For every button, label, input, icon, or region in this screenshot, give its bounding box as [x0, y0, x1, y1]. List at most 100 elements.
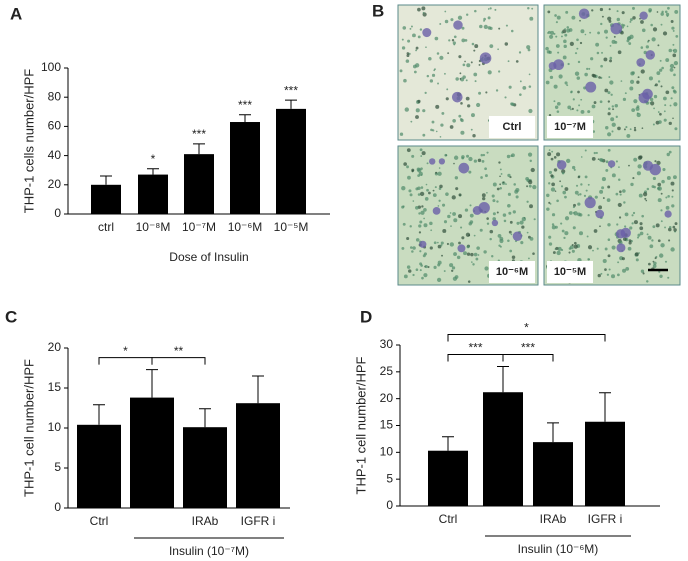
speckle	[606, 198, 611, 203]
label-box	[547, 261, 593, 283]
speckle	[661, 10, 664, 14]
y-tick-label: 25	[380, 364, 394, 378]
speckle	[549, 75, 554, 80]
speckle	[470, 113, 475, 118]
speckle	[509, 249, 513, 253]
speckle	[639, 231, 644, 236]
speckle	[419, 269, 422, 272]
speckle	[600, 64, 603, 68]
speckle	[642, 272, 645, 275]
speckle	[452, 41, 456, 45]
speckle	[574, 190, 579, 195]
speckle	[659, 253, 664, 258]
speckle	[418, 171, 423, 176]
speckle	[587, 183, 590, 186]
speckle	[654, 257, 657, 260]
speckle	[652, 123, 655, 126]
speckle	[638, 193, 643, 198]
speckle	[563, 44, 567, 49]
speckle	[448, 39, 451, 42]
speckle	[417, 35, 421, 39]
speckle	[608, 107, 611, 111]
speckle	[587, 214, 590, 217]
speckle	[576, 76, 581, 80]
speckle	[406, 54, 410, 58]
speckle	[569, 41, 574, 46]
y-tick-label: 10	[380, 445, 394, 459]
speckle	[624, 92, 627, 95]
speckle	[616, 10, 619, 13]
speckle	[528, 184, 532, 188]
speckle	[415, 205, 419, 210]
cell	[636, 58, 646, 67]
speckle	[487, 26, 492, 30]
x-tick-label: 10⁻⁷M	[182, 220, 216, 234]
speckle	[408, 189, 412, 193]
speckle	[551, 213, 556, 217]
speckle	[665, 205, 670, 210]
speckle	[645, 45, 649, 49]
speckle	[445, 97, 449, 101]
speckle	[607, 223, 611, 227]
speckle	[440, 123, 444, 127]
label-box	[489, 116, 535, 138]
speckle	[660, 220, 663, 223]
speckle	[660, 192, 663, 195]
speckle	[551, 225, 556, 230]
speckle	[481, 193, 486, 198]
speckle	[640, 269, 645, 273]
speckle	[432, 189, 435, 192]
cell	[428, 158, 436, 165]
speckle	[659, 274, 663, 278]
speckle	[531, 7, 534, 10]
speckle	[483, 17, 486, 21]
error-bar	[193, 143, 205, 155]
speckle	[425, 183, 428, 186]
speckle	[585, 189, 588, 192]
speckle	[406, 165, 409, 169]
speckle	[588, 67, 591, 70]
speckle	[551, 150, 554, 153]
speckle	[460, 226, 463, 229]
speckle	[635, 106, 640, 111]
bar	[183, 427, 227, 508]
speckle	[409, 27, 412, 30]
speckle	[639, 226, 644, 231]
speckle	[638, 252, 640, 254]
speckle	[654, 83, 658, 87]
speckle	[609, 56, 613, 60]
speckle	[548, 235, 552, 239]
speckle	[521, 225, 525, 229]
speckle	[435, 171, 438, 174]
speckle	[550, 174, 554, 178]
cell	[610, 22, 623, 35]
panel-letter: D	[360, 307, 372, 326]
x-tick-label: ctrl	[98, 220, 114, 234]
speckle	[649, 102, 652, 104]
speckle	[591, 104, 596, 109]
speckle	[421, 6, 426, 11]
speckle	[623, 128, 626, 131]
speckle	[629, 86, 634, 91]
speckle	[455, 77, 459, 81]
speckle	[556, 110, 560, 113]
speckle	[548, 50, 551, 53]
speckle	[545, 80, 550, 85]
bar	[230, 122, 260, 214]
speckle	[447, 214, 451, 219]
speckle	[561, 171, 565, 175]
cell	[479, 52, 492, 64]
cell	[432, 206, 441, 215]
speckle	[413, 70, 417, 74]
speckle	[464, 60, 466, 63]
speckle	[527, 257, 530, 260]
speckle	[547, 10, 551, 14]
speckle	[620, 80, 623, 82]
speckle	[650, 23, 653, 27]
speckle	[614, 104, 618, 108]
speckle	[430, 128, 433, 132]
speckle	[453, 162, 455, 165]
speckle	[444, 10, 447, 13]
speckle	[595, 151, 598, 155]
speckle	[451, 38, 455, 42]
